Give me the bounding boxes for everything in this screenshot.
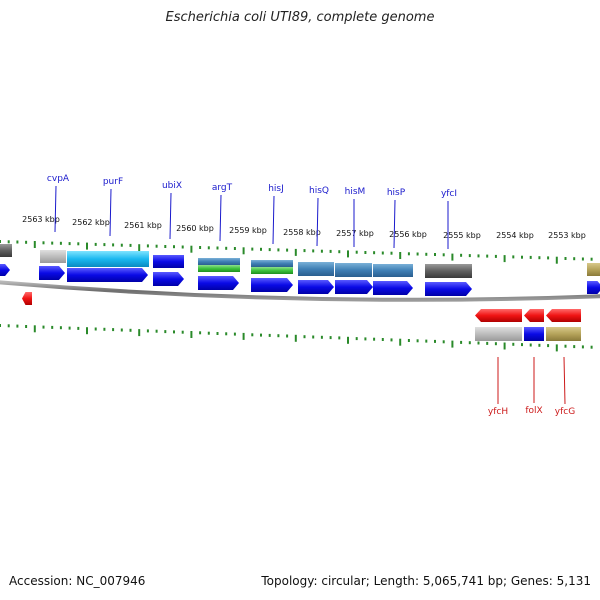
reverse-gene-arrow [22, 292, 32, 305]
forward-gene-arrow [251, 278, 293, 292]
gene-label-leader [563, 356, 566, 405]
gene-label-folX: folX [525, 406, 542, 416]
forward-gene-arrow [587, 281, 600, 294]
scale-label: 2553 kbp [548, 231, 586, 240]
feature-block-green [251, 267, 293, 274]
gene-label-leader [169, 192, 172, 240]
forward-gene-arrow [373, 281, 413, 295]
feature-block-steel [298, 262, 334, 276]
forward-gene-arrow [425, 282, 472, 296]
gene-label-hisM: hisM [345, 187, 366, 197]
gene-label-leader [219, 194, 222, 242]
scale-label: 2559 kbp [229, 226, 267, 235]
feature-block-blue [524, 327, 544, 341]
gene-label-leader [54, 185, 57, 233]
scale-label: 2560 kbp [176, 224, 214, 233]
scale-labels: 2563 kbp 2562 kbp 2561 kbp 2560 kbp 2559 kbp… [22, 215, 586, 240]
gene-features [0, 244, 600, 341]
scale-label: 2563 kbp [22, 215, 60, 224]
feature-block-light [40, 250, 66, 263]
feature-block-blue [153, 255, 184, 268]
feature-block-steel [335, 263, 372, 277]
gene-label-cvpA: cvpA [47, 174, 70, 184]
scale-label: 2557 kbp [336, 229, 374, 238]
feature-block-steel [373, 264, 413, 277]
forward-gene-arrow [0, 264, 10, 276]
reverse-gene-arrow [524, 309, 544, 322]
forward-gene-arrow [335, 280, 373, 294]
gene-label-hisJ: hisJ [268, 184, 284, 194]
gene-label-yfcG: yfcG [555, 407, 575, 417]
gene-label-argT: argT [212, 183, 233, 193]
forward-gene-arrow [39, 266, 65, 280]
gene-label-hisQ: hisQ [309, 186, 329, 196]
feature-block-steel [198, 258, 240, 265]
genome-summary-text: Topology: circular; Length: 5,065,741 bp… [261, 574, 591, 588]
forward-gene-arrow [153, 272, 184, 286]
scale-label: 2558 kbp [283, 228, 321, 237]
gene-label-yfcI: yfcI [441, 189, 457, 199]
accession-text: Accession: NC_007946 [9, 574, 146, 588]
reverse-gene-arrow [475, 309, 522, 322]
feature-block-gray [0, 244, 12, 257]
gene-label-leader [109, 188, 112, 237]
gene-label-purF: purF [103, 177, 123, 187]
gene-label-leader [272, 195, 275, 245]
feature-block-green [198, 265, 240, 272]
gene-labels: cvpA purF ubiX argT hisJ hisQ hisM hisP yfcI yfcH… [47, 174, 575, 417]
feature-block-cyan [67, 251, 149, 267]
gene-label-leader [393, 199, 396, 249]
scale-ticks-top [0, 240, 593, 264]
reverse-gene-arrow [546, 309, 581, 322]
feature-block-gray [425, 264, 472, 278]
gene-label-hisP: hisP [387, 188, 406, 198]
scale-ticks-bottom [0, 324, 593, 352]
gene-label-ubiX: ubiX [162, 181, 182, 191]
feature-block-olive [546, 327, 581, 341]
forward-gene-arrow [67, 268, 148, 282]
scale-label: 2555 kbp [443, 231, 481, 240]
feature-block-steel [251, 260, 293, 267]
gene-label-yfcH: yfcH [488, 407, 508, 417]
scale-label: 2561 kbp [124, 221, 162, 230]
map-title: Escherichia coli UTI89, complete genome [165, 10, 435, 25]
gene-label-leader [316, 197, 319, 247]
feature-block-olive [587, 263, 600, 276]
scale-label: 2554 kbp [496, 231, 534, 240]
forward-gene-arrow [198, 276, 239, 290]
scale-label: 2562 kbp [72, 218, 110, 227]
forward-gene-arrow [298, 280, 334, 294]
scale-label: 2556 kbp [389, 230, 427, 239]
feature-block-light [475, 327, 522, 341]
genome-backbone [0, 280, 600, 302]
